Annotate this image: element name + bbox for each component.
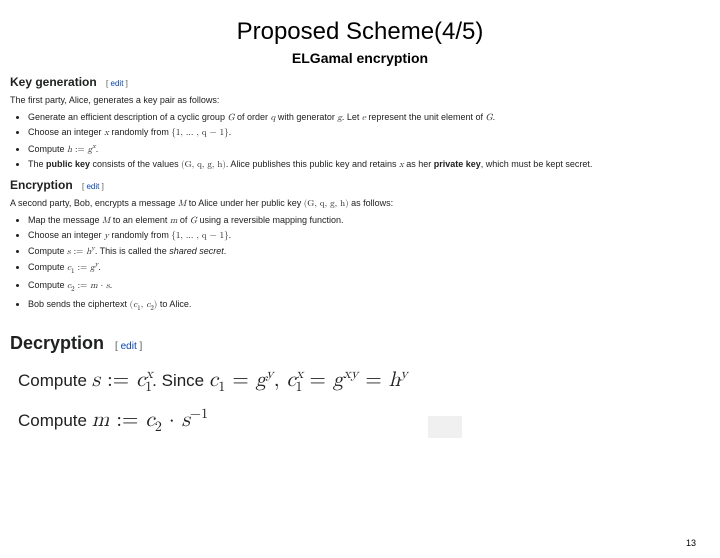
list-item: Choose an integer y randomly from {1, … …	[28, 229, 710, 242]
slide-subtitle: ELGamal encryption	[0, 50, 720, 66]
heading-keygen-text: Key generation	[10, 75, 97, 89]
gray-patch	[428, 416, 462, 438]
encryption-intro: A second party, Bob, encrypts a message …	[10, 197, 710, 210]
decryption-line-1: Compute s := cx1. Since c1 = gy, cx1 = g…	[18, 364, 710, 398]
slide-title: Proposed Scheme(4/5)	[0, 18, 720, 46]
heading-decryption: Decryption [ edit ]	[10, 330, 710, 356]
heading-keygen: Key generation [ edit ]	[10, 74, 710, 91]
heading-encryption-text: Encryption	[10, 178, 73, 192]
list-item: Bob sends the ciphertext (c1, c2) to Ali…	[28, 298, 710, 314]
list-item: Generate an efficient description of a c…	[28, 111, 710, 124]
heading-encryption: Encryption [ edit ]	[10, 177, 710, 194]
list-item: The public key consists of the values (G…	[28, 158, 710, 171]
list-item: Compute h := gx.	[28, 142, 710, 156]
edit-link-encryption[interactable]: [ edit ]	[82, 182, 104, 191]
encryption-list: Map the message M to an element m of G u…	[10, 214, 710, 314]
keygen-intro: The first party, Alice, generates a key …	[10, 94, 710, 107]
edit-link-keygen[interactable]: [ edit ]	[106, 79, 128, 88]
list-item: Compute c2 := m · s.	[28, 279, 710, 295]
list-item: Map the message M to an element m of G u…	[28, 214, 710, 227]
content-region: Key generation [ edit ] The first party,…	[0, 74, 720, 438]
decryption-line-2: Compute m := c2 · s−1	[18, 404, 710, 438]
list-item: Choose an integer x randomly from {1, … …	[28, 126, 710, 139]
keygen-list: Generate an efficient description of a c…	[10, 111, 710, 170]
heading-decryption-text: Decryption	[10, 333, 104, 353]
list-item: Compute c1 := gy.	[28, 260, 710, 277]
list-item: Compute s := hy. This is called the shar…	[28, 244, 710, 258]
edit-link-decryption[interactable]: [ edit ]	[115, 341, 142, 352]
